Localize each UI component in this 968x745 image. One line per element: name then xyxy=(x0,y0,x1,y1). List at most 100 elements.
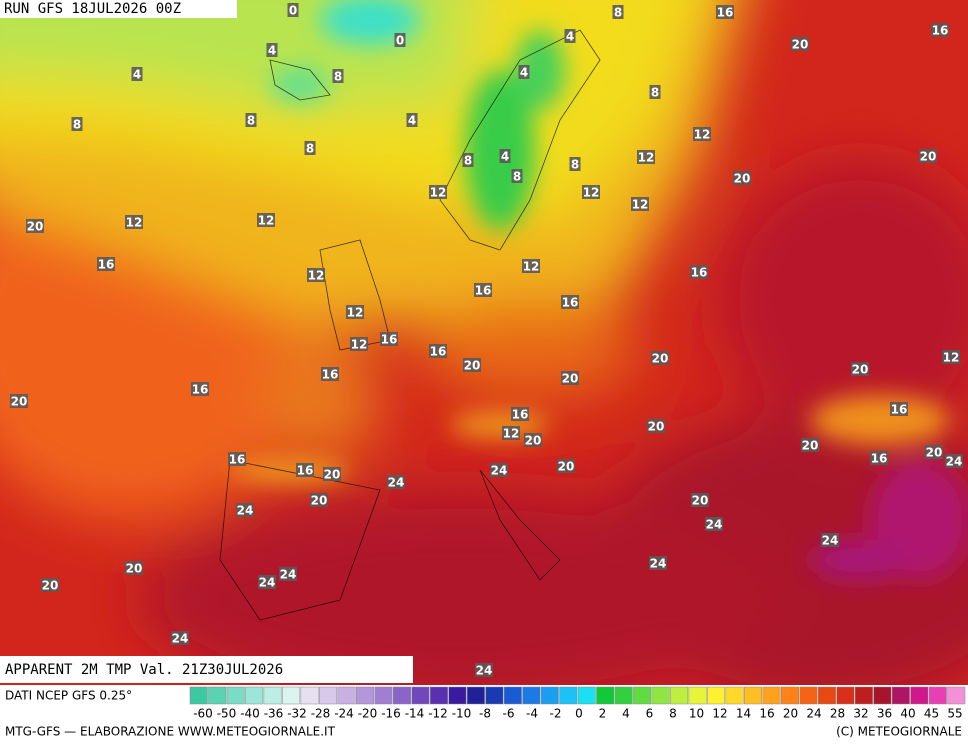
scale-cell xyxy=(540,686,559,705)
credit: MTG-GFS — ELABORAZIONE WWW.METEOGIORNALE… xyxy=(5,725,336,739)
contour-label: 24 xyxy=(237,504,254,518)
contour-label: 20 xyxy=(126,562,143,576)
contour-label: 20 xyxy=(920,150,937,164)
contour-label: 16 xyxy=(229,453,246,467)
contour-label: 8 xyxy=(651,86,659,100)
scale-cell xyxy=(596,686,615,705)
contour-label: 24 xyxy=(822,534,839,548)
scale-cell xyxy=(300,686,319,705)
scale-label: -16 xyxy=(381,707,401,721)
label-box xyxy=(296,463,314,477)
contour-label: 24 xyxy=(259,576,276,590)
contour-label: 16 xyxy=(322,368,339,382)
contour-label: 20 xyxy=(525,434,542,448)
label-box xyxy=(97,257,115,271)
scale-label: 45 xyxy=(924,707,939,721)
label-box xyxy=(561,295,579,309)
label-box xyxy=(394,33,406,47)
label-box xyxy=(582,185,600,199)
label-box xyxy=(429,185,447,199)
contour-label: 20 xyxy=(802,439,819,453)
label-box xyxy=(10,394,28,408)
scale-cell xyxy=(448,686,467,705)
label-box xyxy=(518,65,530,79)
label-box xyxy=(350,337,368,351)
label-box xyxy=(651,351,669,365)
scale-label: 4 xyxy=(622,707,630,721)
contour-label: 24 xyxy=(388,476,405,490)
label-box xyxy=(266,43,278,57)
scale-label: -40 xyxy=(240,707,260,721)
contour-label: 20 xyxy=(734,172,751,186)
label-box xyxy=(346,305,364,319)
scale-cell xyxy=(392,686,411,705)
scale-label: -50 xyxy=(217,707,237,721)
scale-cell xyxy=(411,686,430,705)
scale-cell xyxy=(466,686,485,705)
label-box xyxy=(890,402,908,416)
scale-cell xyxy=(891,686,910,705)
label-box xyxy=(387,475,405,489)
scale-cell xyxy=(670,686,689,705)
header-box xyxy=(0,0,237,18)
label-box xyxy=(631,197,649,211)
scale-label: 55 xyxy=(947,707,962,721)
scale-cell xyxy=(282,686,301,705)
scale-cell xyxy=(928,686,947,705)
scale-cell xyxy=(374,686,393,705)
contour-label: 8 xyxy=(614,6,622,20)
contour-label: 20 xyxy=(464,359,481,373)
contour-label: 20 xyxy=(11,395,28,409)
contour-label: 12 xyxy=(347,306,364,320)
scale-cell xyxy=(429,686,448,705)
label-box xyxy=(690,265,708,279)
label-box xyxy=(125,561,143,575)
contour-label: 4 xyxy=(520,66,528,80)
contour-label: 16 xyxy=(717,6,734,20)
label-box xyxy=(524,433,542,447)
scale-cell xyxy=(245,686,264,705)
contour-label: 12 xyxy=(943,351,960,365)
contour-label: 8 xyxy=(334,70,342,84)
contour-label: 20 xyxy=(792,38,809,52)
label-box xyxy=(236,503,254,517)
contour-label: 12 xyxy=(638,151,655,165)
scale-label: -32 xyxy=(287,707,307,721)
label-box xyxy=(647,419,665,433)
scale-label: 36 xyxy=(877,707,892,721)
scale-cell xyxy=(651,686,670,705)
label-box xyxy=(228,452,246,466)
label-box xyxy=(649,85,661,99)
contour-label: 8 xyxy=(513,170,521,184)
scale-cell xyxy=(356,686,375,705)
label-box xyxy=(332,69,344,83)
contour-label: 12 xyxy=(632,198,649,212)
scale-label: 12 xyxy=(712,707,727,721)
label-box xyxy=(502,426,520,440)
label-box xyxy=(791,37,809,51)
scale-cell xyxy=(559,686,578,705)
label-box xyxy=(851,362,869,376)
scale-cell xyxy=(688,686,707,705)
label-box xyxy=(429,344,447,358)
contour-label: 8 xyxy=(464,154,472,168)
contour-label: 24 xyxy=(280,568,297,582)
scale-cell xyxy=(725,686,744,705)
scale-label: -28 xyxy=(311,707,331,721)
contour-label: 16 xyxy=(891,403,908,417)
contour-label: 20 xyxy=(692,494,709,508)
contour-label: 16 xyxy=(98,258,115,272)
contour-label: 20 xyxy=(648,420,665,434)
label-box xyxy=(191,382,209,396)
contour-label: 16 xyxy=(192,383,209,397)
scale-label: 32 xyxy=(853,707,868,721)
scale-cell xyxy=(762,686,781,705)
label-box xyxy=(26,219,44,233)
scale-label: -12 xyxy=(428,707,448,721)
scale-label: 0 xyxy=(575,707,583,721)
scale-label: -24 xyxy=(334,707,354,721)
contour-label: 0 xyxy=(289,4,297,18)
contour-label: 12 xyxy=(523,260,540,274)
label-box xyxy=(171,631,189,645)
